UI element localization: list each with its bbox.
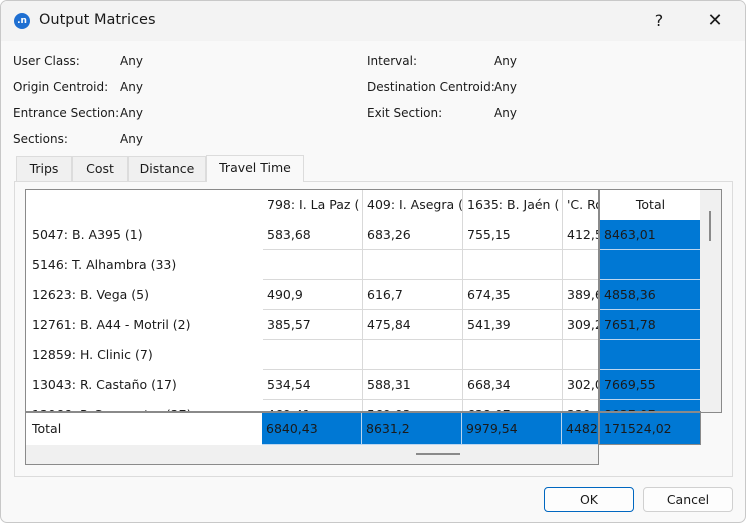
column-header[interactable]: 1635: B. Jaén ( <box>463 190 563 220</box>
matrix-cell[interactable] <box>363 340 463 370</box>
row-total-cell[interactable]: 8463,01 <box>600 220 700 250</box>
help-button[interactable]: ? <box>654 11 664 30</box>
ok-button[interactable]: OK <box>544 487 634 512</box>
total-row-header[interactable]: Total <box>25 413 262 445</box>
matrix-cell[interactable]: 385,57 <box>263 310 363 340</box>
app-icon: .n <box>14 13 30 29</box>
matrix-cell[interactable]: 302,0 <box>563 370 598 400</box>
exit-section-label: Exit Section: <box>367 106 443 120</box>
entrance-section-value: Any <box>120 106 143 120</box>
row-header[interactable]: 5047: B. A395 (1) <box>26 220 263 250</box>
tab-travel-time[interactable]: Travel Time <box>206 155 304 182</box>
tab-trips[interactable]: Trips <box>16 156 72 181</box>
matrix-cell[interactable]: 534,54 <box>263 370 363 400</box>
tab-cost[interactable]: Cost <box>72 156 128 181</box>
destination-centroid-label: Destination Centroid: <box>367 80 495 94</box>
matrix-cell[interactable]: 588,31 <box>363 370 463 400</box>
destination-centroid-value: Any <box>494 80 517 94</box>
user-class-value: Any <box>120 54 143 68</box>
column-total-cell[interactable]: 6840,43 <box>262 413 362 445</box>
title-bar: .n Output Matrices ? ✕ <box>1 1 745 41</box>
row-header[interactable]: 12623: B. Vega (5) <box>26 280 263 310</box>
close-button[interactable]: ✕ <box>697 7 733 35</box>
matrix-cell[interactable]: 668,34 <box>463 370 563 400</box>
total-column-header[interactable]: Total <box>600 190 700 220</box>
matrix-cell[interactable]: 583,68 <box>263 220 363 250</box>
row-total-cell[interactable]: 8037,07 <box>600 400 700 412</box>
total-column: Total 8463,01 4858,36 7651,78 7669,55 80… <box>598 189 701 413</box>
matrix-cell[interactable] <box>263 340 363 370</box>
row-total-cell[interactable]: 4858,36 <box>600 280 700 310</box>
cancel-button[interactable]: Cancel <box>643 487 733 512</box>
horizontal-scroll-thumb[interactable] <box>416 453 460 455</box>
column-header[interactable]: 798: I. La Paz ( <box>263 190 363 220</box>
column-total-cell[interactable]: 4482 <box>562 413 599 445</box>
close-icon: ✕ <box>707 10 723 31</box>
matrix-cell[interactable]: 674,35 <box>463 280 563 310</box>
vertical-scroll-thumb[interactable] <box>709 211 711 241</box>
sections-value: Any <box>120 132 143 146</box>
matrix-cell[interactable] <box>463 340 563 370</box>
grand-total-cell[interactable]: 171524,02 <box>598 413 701 445</box>
row-total-cell[interactable] <box>600 250 700 280</box>
row-header[interactable]: 12761: B. A44 - Motril (2) <box>26 310 263 340</box>
matrix-cell[interactable]: 616,7 <box>363 280 463 310</box>
matrix-cell[interactable]: 755,15 <box>463 220 563 250</box>
dialog-title: Output Matrices <box>39 12 156 28</box>
origin-centroid-label: Origin Centroid: <box>13 80 109 94</box>
row-header[interactable]: 5146: T. Alhambra (33) <box>26 250 263 280</box>
matrix-cell[interactable] <box>363 250 463 280</box>
exit-section-value: Any <box>494 106 517 120</box>
column-header[interactable]: 409: I. Asegra ( <box>363 190 463 220</box>
matrix-cell[interactable]: 309,2 <box>563 310 598 340</box>
column-total-cell[interactable]: 8631,2 <box>362 413 462 445</box>
row-total-cell[interactable]: 7669,55 <box>600 370 700 400</box>
user-class-label: User Class: <box>13 54 80 68</box>
interval-value: Any <box>494 54 517 68</box>
column-header[interactable]: 'C. Ro <box>563 190 598 220</box>
vertical-scrollbar[interactable] <box>700 189 722 413</box>
horizontal-scrollbar[interactable] <box>26 445 598 464</box>
matrix-cell[interactable] <box>563 250 598 280</box>
interval-label: Interval: <box>367 54 417 68</box>
matrix-cell[interactable] <box>463 250 563 280</box>
matrix-cell[interactable]: 475,84 <box>363 310 463 340</box>
matrix-cell[interactable] <box>563 340 598 370</box>
row-header[interactable]: 13043: R. Castaño (17) <box>26 370 263 400</box>
matrix-cell[interactable] <box>263 250 363 280</box>
row-header[interactable]: 12859: H. Clinic (7) <box>26 340 263 370</box>
sections-label: Sections: <box>13 132 68 146</box>
matrix-cell[interactable]: 683,26 <box>363 220 463 250</box>
row-total-cell[interactable] <box>600 340 700 370</box>
matrix-cell[interactable]: 389,6 <box>563 280 598 310</box>
matrix-cell[interactable]: 541,39 <box>463 310 563 340</box>
matrix-cell[interactable]: 490,9 <box>263 280 363 310</box>
row-total-cell[interactable]: 7651,78 <box>600 310 700 340</box>
column-total-cell[interactable]: 9979,54 <box>462 413 562 445</box>
matrix-cell[interactable]: 412,5 <box>563 220 598 250</box>
origin-centroid-value: Any <box>120 80 143 94</box>
total-row: Total 6840,43 8631,2 9979,54 4482 171524… <box>25 411 701 445</box>
entrance-section-label: Entrance Section: <box>13 106 120 120</box>
tab-distance[interactable]: Distance <box>128 156 206 181</box>
